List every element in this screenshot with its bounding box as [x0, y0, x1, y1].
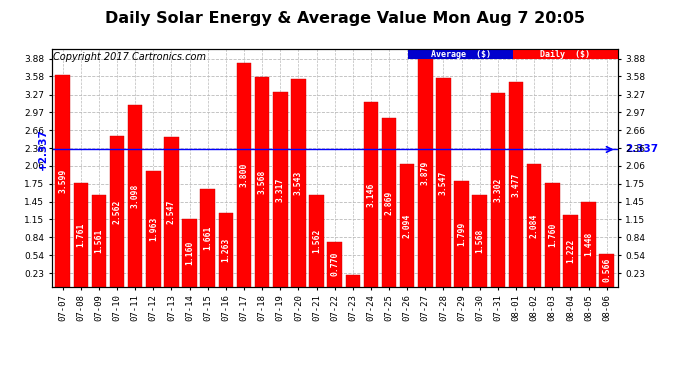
Bar	[201, 189, 215, 287]
Text: 1.760: 1.760	[548, 223, 557, 248]
Bar	[273, 92, 288, 287]
Bar	[364, 102, 378, 287]
Bar	[309, 195, 324, 287]
Text: 2.084: 2.084	[530, 213, 539, 238]
Bar	[509, 82, 523, 287]
Bar	[128, 105, 142, 287]
Text: 1.761: 1.761	[77, 223, 86, 247]
Bar	[291, 78, 306, 287]
Bar	[146, 171, 161, 287]
Text: +2.337: +2.337	[38, 129, 48, 170]
Bar	[164, 137, 179, 287]
Text: 1.263: 1.263	[221, 237, 230, 262]
Text: 3.302: 3.302	[493, 178, 502, 202]
Bar	[454, 181, 469, 287]
Bar	[545, 183, 560, 287]
Text: 1.963: 1.963	[149, 217, 158, 242]
Text: 1.448: 1.448	[584, 232, 593, 256]
Text: 1.562: 1.562	[312, 229, 321, 253]
Bar	[92, 195, 106, 287]
Text: 2.562: 2.562	[112, 200, 121, 224]
Bar	[600, 254, 614, 287]
Bar	[563, 215, 578, 287]
Bar	[237, 63, 251, 287]
Bar	[74, 183, 88, 287]
Bar	[491, 93, 505, 287]
Text: 3.543: 3.543	[294, 171, 303, 195]
Bar	[346, 275, 360, 287]
Text: 0.566: 0.566	[602, 258, 611, 282]
Text: 3.146: 3.146	[366, 182, 375, 207]
Text: Copyright 2017 Cartronics.com: Copyright 2017 Cartronics.com	[53, 53, 206, 62]
Bar	[400, 164, 415, 287]
Text: 1.160: 1.160	[185, 241, 194, 265]
Text: 3.098: 3.098	[130, 184, 139, 208]
Text: 2.547: 2.547	[167, 200, 176, 224]
Text: 2.337: 2.337	[625, 144, 658, 154]
Text: Daily  ($): Daily ($)	[540, 50, 590, 58]
Text: 3.599: 3.599	[58, 169, 67, 193]
Text: 1.661: 1.661	[204, 226, 213, 250]
Bar	[382, 118, 396, 287]
Bar	[182, 219, 197, 287]
FancyBboxPatch shape	[408, 49, 513, 60]
Text: Daily Solar Energy & Average Value Mon Aug 7 20:05: Daily Solar Energy & Average Value Mon A…	[105, 11, 585, 26]
Bar	[473, 195, 487, 287]
Bar	[219, 213, 233, 287]
Text: 3.547: 3.547	[439, 170, 448, 195]
Text: 2.869: 2.869	[384, 190, 393, 215]
Bar	[327, 242, 342, 287]
Text: 3.477: 3.477	[511, 172, 520, 197]
Text: 1.568: 1.568	[475, 229, 484, 253]
FancyBboxPatch shape	[513, 49, 618, 60]
Text: 3.317: 3.317	[276, 177, 285, 201]
Bar	[110, 136, 124, 287]
Text: 3.879: 3.879	[421, 160, 430, 185]
Text: Average  ($): Average ($)	[431, 50, 491, 58]
Text: 1.222: 1.222	[566, 239, 575, 263]
Bar	[436, 78, 451, 287]
Bar	[255, 77, 269, 287]
Bar	[581, 202, 595, 287]
Text: 2.094: 2.094	[403, 213, 412, 237]
Text: 1.799: 1.799	[457, 222, 466, 246]
Text: 3.800: 3.800	[239, 163, 248, 188]
Text: 1.561: 1.561	[95, 229, 103, 253]
Text: 0.770: 0.770	[330, 252, 339, 276]
Bar	[418, 59, 433, 287]
Bar	[527, 164, 542, 287]
Text: 3.568: 3.568	[257, 170, 266, 194]
Bar	[55, 75, 70, 287]
